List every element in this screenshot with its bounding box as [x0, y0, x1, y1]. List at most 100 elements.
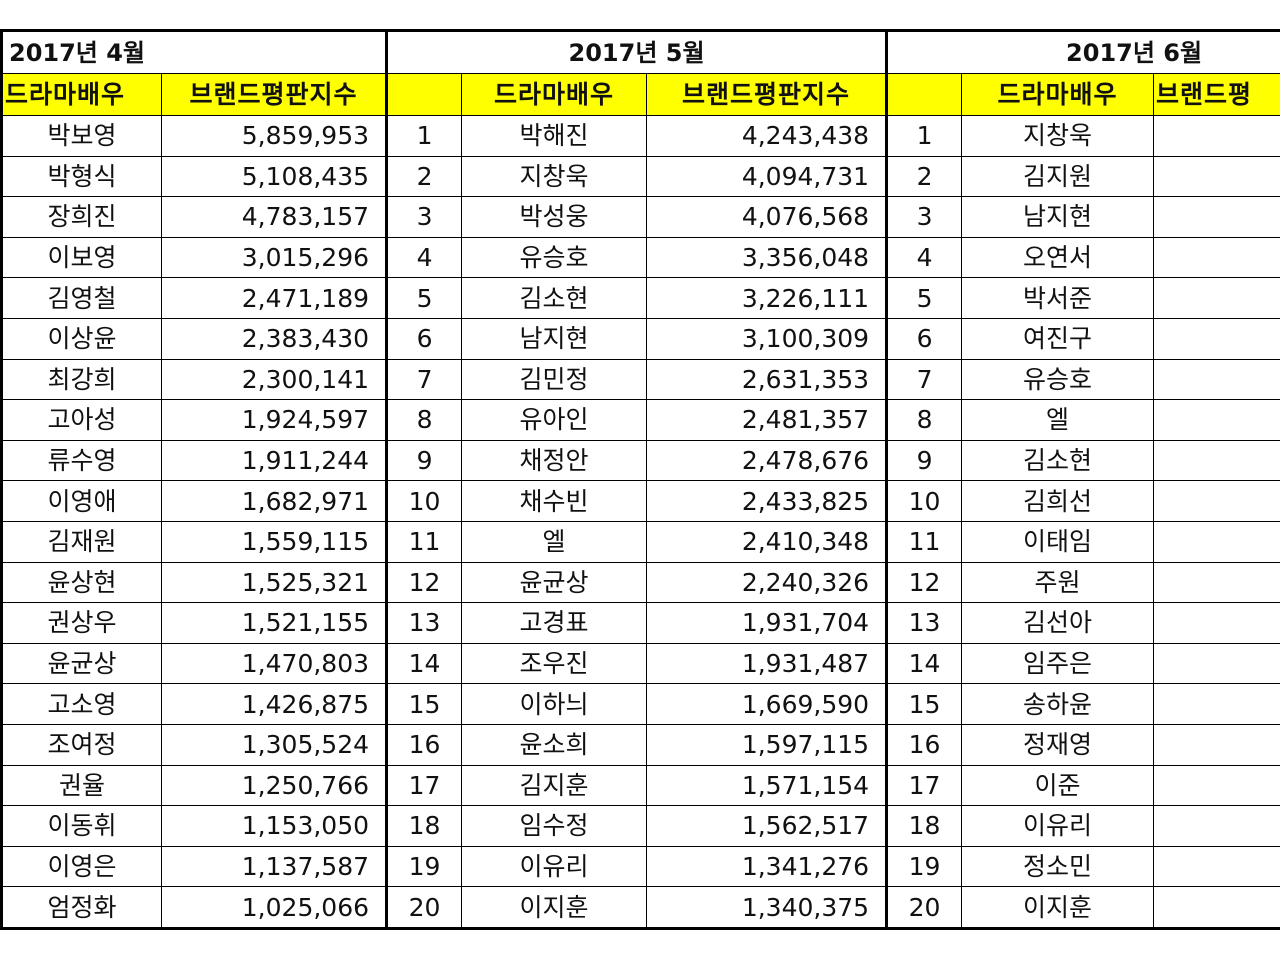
rank-may: 16 — [385, 723, 463, 766]
index-value-april: 2,383,430 — [160, 317, 388, 360]
rank-may: 4 — [385, 236, 463, 279]
index-value-may: 4,076,568 — [646, 196, 888, 238]
index-value-june: 2,5 — [1153, 723, 1280, 766]
rank-june: 3 — [885, 196, 963, 238]
actor-name-june: 정소민 — [961, 845, 1155, 888]
rank-may: 2 — [385, 155, 463, 198]
actor-name-may: 유아인 — [461, 399, 648, 441]
actor-name-may: 남지현 — [461, 317, 648, 360]
index-value-june: 6,7 — [1153, 196, 1280, 238]
actor-name-june: 엘 — [961, 399, 1155, 441]
actor-name-may: 조우진 — [461, 642, 648, 685]
index-value-april: 1,911,244 — [160, 439, 388, 482]
rank-may: 11 — [385, 520, 463, 563]
index-value-april: 1,470,803 — [160, 642, 388, 685]
actor-name-june: 김소현 — [961, 439, 1155, 482]
index-value-june: 5,9 — [1153, 277, 1280, 319]
rank-may: 20 — [385, 886, 463, 929]
actor-name-april: 이동휘 — [1, 805, 162, 847]
rank-june: 20 — [885, 886, 963, 929]
index-value-june: 2,4 — [1153, 764, 1280, 807]
header-index-may: 브랜드평판지수 — [646, 73, 888, 116]
rank-may: 8 — [385, 399, 463, 441]
actor-name-june: 남지현 — [961, 196, 1155, 238]
header-index-april: 브랜드평판지수 — [160, 73, 388, 116]
index-value-june: 3,1 — [1153, 561, 1280, 604]
rank-june: 10 — [885, 480, 963, 522]
header-rank-may — [385, 73, 463, 116]
rank-may: 6 — [385, 317, 463, 360]
index-value-may: 2,631,353 — [646, 358, 888, 401]
actor-name-may: 채정안 — [461, 439, 648, 482]
index-value-may: 4,243,438 — [646, 115, 888, 157]
index-value-june: 2,2 — [1153, 886, 1280, 929]
index-value-april: 1,305,524 — [160, 723, 388, 766]
actor-name-may: 채수빈 — [461, 480, 648, 522]
rank-may: 15 — [385, 683, 463, 725]
index-value-may: 1,931,487 — [646, 642, 888, 685]
actor-name-may: 김민정 — [461, 358, 648, 401]
rank-may: 12 — [385, 561, 463, 604]
actor-name-june: 송하윤 — [961, 683, 1155, 725]
actor-name-june: 이태임 — [961, 520, 1155, 563]
actor-name-may: 유승호 — [461, 236, 648, 279]
index-value-may: 3,226,111 — [646, 277, 888, 319]
actor-name-june: 오연서 — [961, 236, 1155, 279]
index-value-april: 1,025,066 — [160, 886, 388, 929]
month-may: 2017년 5월 — [385, 30, 888, 74]
actor-name-june: 임주은 — [961, 642, 1155, 685]
actor-name-april: 김영철 — [1, 277, 162, 319]
rank-may: 3 — [385, 196, 463, 238]
rank-june: 7 — [885, 358, 963, 401]
rank-june: 13 — [885, 602, 963, 644]
index-value-april: 1,426,875 — [160, 683, 388, 725]
actor-name-april: 고아성 — [1, 399, 162, 441]
index-value-may: 4,094,731 — [646, 155, 888, 198]
index-value-june: 3,8 — [1153, 480, 1280, 522]
index-value-april: 1,924,597 — [160, 399, 388, 441]
rank-may: 19 — [385, 845, 463, 888]
index-value-may: 1,571,154 — [646, 764, 888, 807]
index-value-may: 3,100,309 — [646, 317, 888, 360]
brand-reputation-table: 2017년 4월 2017년 5월 2017년 6월 드라마배우 브랜드평판지수… — [0, 29, 1280, 930]
header-actor-april: 드라마배우 — [1, 73, 162, 116]
ranking-sheet: 2017년 4월 2017년 5월 2017년 6월 드라마배우 브랜드평판지수… — [0, 29, 1280, 933]
actor-name-june: 여진구 — [961, 317, 1155, 360]
actor-name-april: 엄정화 — [1, 886, 162, 929]
index-value-may: 2,240,326 — [646, 561, 888, 604]
index-value-may: 2,410,348 — [646, 520, 888, 563]
actor-name-june: 주원 — [961, 561, 1155, 604]
actor-name-may: 엘 — [461, 520, 648, 563]
rank-may: 18 — [385, 805, 463, 847]
actor-name-may: 이하늬 — [461, 683, 648, 725]
actor-name-june: 김선아 — [961, 602, 1155, 644]
actor-name-june: 박서준 — [961, 277, 1155, 319]
rank-june: 4 — [885, 236, 963, 279]
actor-name-june: 김지원 — [961, 155, 1155, 198]
actor-name-may: 이유리 — [461, 845, 648, 888]
rank-june: 6 — [885, 317, 963, 360]
index-value-june: 7,8 — [1153, 155, 1280, 198]
index-value-may: 1,341,276 — [646, 845, 888, 888]
actor-name-april: 권율 — [1, 764, 162, 807]
index-value-june: 2,2 — [1153, 845, 1280, 888]
index-value-june: 4,0 — [1153, 439, 1280, 482]
index-value-may: 1,340,375 — [646, 886, 888, 929]
header-actor-june: 드라마배우 — [961, 73, 1155, 116]
index-value-may: 1,562,517 — [646, 805, 888, 847]
rank-june: 1 — [885, 115, 963, 157]
index-value-june: 6,0 — [1153, 236, 1280, 279]
actor-name-may: 윤균상 — [461, 561, 648, 604]
